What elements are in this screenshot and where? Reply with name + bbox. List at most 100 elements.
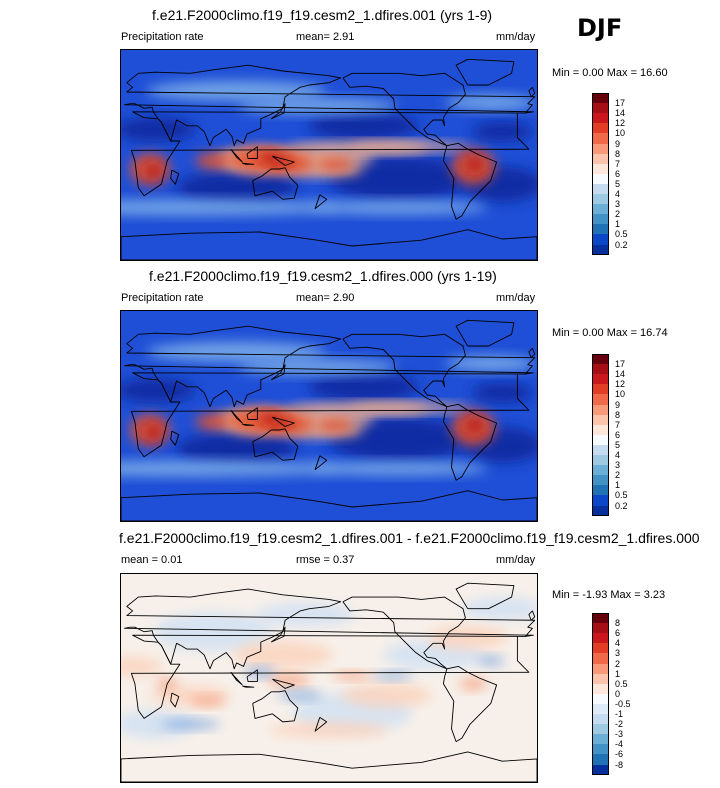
panel-1-center-label: mean= 2.91 — [296, 31, 355, 43]
colorbar-swatch — [592, 714, 609, 725]
colorbar-swatch — [592, 224, 609, 235]
colorbar-swatch — [592, 663, 609, 675]
colorbar-tick-label: 6 — [615, 168, 621, 179]
panel-1-map — [120, 49, 538, 261]
colorbar-tick-label: 9 — [615, 138, 621, 149]
colorbar-swatch — [592, 434, 609, 446]
colorbar-tick-label: 6 — [615, 628, 621, 639]
colorbar-swatch — [592, 404, 609, 416]
colorbar-tick-label: 12 — [615, 118, 626, 129]
colorbar-tick-label: 8 — [615, 618, 621, 629]
colorbar-tick-label: 12 — [615, 379, 626, 390]
panel-1-left-label: Precipitation rate — [121, 31, 204, 43]
colorbar-frame — [592, 93, 609, 255]
colorbar-swatch — [592, 394, 609, 406]
colorbar-swatch — [592, 113, 609, 124]
colorbar-tick-label: 0.2 — [615, 239, 628, 250]
map-plot — [121, 574, 537, 782]
colorbar-swatch — [592, 734, 609, 745]
colorbar-frame — [592, 354, 609, 516]
colorbar-tick-label: 4 — [615, 189, 621, 199]
colorbar-tick-label: -6 — [615, 749, 624, 760]
colorbar-swatch — [592, 414, 609, 426]
colorbar-swatch — [592, 693, 609, 705]
colorbar-swatch — [592, 173, 609, 185]
colorbar-swatch — [592, 133, 609, 145]
colorbar-tick-label: 0 — [615, 688, 621, 699]
map-plot — [121, 311, 537, 521]
colorbar-swatch — [592, 183, 609, 195]
coastlines — [121, 319, 537, 521]
panel-2-left-label: Precipitation rate — [121, 292, 204, 304]
panel-1-title: f.e21.F2000climo.f19_f19.cesm2_1.dfires.… — [152, 7, 493, 23]
colorbar-tick-label: -4 — [615, 739, 624, 750]
panel-3-units: mm/day — [496, 554, 536, 566]
colorbar-tick-label: 0.5 — [615, 678, 628, 689]
colorbar-swatch — [592, 123, 609, 134]
colorbar-swatch — [592, 643, 609, 654]
colorbar-swatch — [592, 653, 609, 665]
colorbar-swatch — [592, 143, 609, 155]
colorbar-swatch — [592, 103, 609, 114]
colorbar-swatch — [592, 204, 609, 215]
colorbar-swatch — [592, 754, 609, 766]
colorbar-tick-label: 2 — [615, 209, 621, 220]
colorbar-tick-label: 6 — [615, 429, 621, 440]
colorbar-tick-label: 0.5 — [615, 490, 628, 501]
colorbar-tick-label: -3 — [615, 729, 624, 740]
colorbar-swatch — [592, 744, 609, 755]
colorbar-swatch — [592, 153, 609, 165]
colorbar-tick-label: 17 — [615, 98, 626, 109]
colorbar-tick-label: 2 — [615, 658, 621, 669]
colorbar-swatch — [592, 374, 609, 385]
colorbar-tick-label: 0.5 — [615, 229, 628, 240]
colorbar-tick-label: 10 — [615, 128, 626, 139]
colorbar-swatch — [592, 465, 609, 476]
colorbar-swatch — [592, 354, 609, 365]
colorbar-swatch — [592, 424, 609, 436]
colorbar-swatch — [592, 683, 609, 695]
colorbar-swatch — [592, 633, 609, 644]
colorbar-swatch — [592, 163, 609, 175]
colorbar-tick-label: 10 — [615, 389, 626, 400]
colorbar-swatch — [592, 613, 609, 624]
colorbar-tick-label: 5 — [615, 178, 621, 189]
colorbar-tick-label: 4 — [615, 450, 621, 460]
panel-3-center-label: rmse = 0.37 — [296, 554, 355, 566]
colorbar-swatch — [592, 495, 609, 507]
colorbar-tick-label: 2 — [615, 470, 621, 481]
colorbar-swatch — [592, 703, 609, 715]
colorbar-swatch — [592, 673, 609, 685]
colorbar-swatch — [592, 475, 609, 486]
colorbar-tick-label: 7 — [615, 419, 621, 430]
panel-2-units: mm/day — [496, 292, 536, 304]
panel-2-title: f.e21.F2000climo.f19_f19.cesm2_1.dfires.… — [149, 268, 497, 284]
colorbar-swatch — [592, 623, 609, 634]
colorbar-swatch — [592, 364, 609, 375]
colorbar-tick-label: 17 — [615, 359, 626, 370]
colorbar-swatch — [592, 214, 609, 225]
coastlines — [121, 582, 537, 782]
colorbar-swatch — [592, 505, 609, 517]
colorbar-tick-label: -0.5 — [615, 698, 631, 709]
colorbar-tick-label: 1 — [615, 668, 621, 679]
colorbar-swatch — [592, 724, 609, 735]
colorbar-tick-label: 8 — [615, 409, 621, 420]
colorbar-tick-label: 7 — [615, 158, 621, 169]
panel-2-map — [120, 310, 538, 522]
colorbar-tick-label: 1 — [615, 219, 621, 230]
colorbar-swatch — [592, 455, 609, 466]
panel-3-title: f.e21.F2000climo.f19_f19.cesm2_1.dfires.… — [119, 530, 700, 546]
colorbar-tick-label: 8 — [615, 148, 621, 159]
map-plot — [121, 50, 537, 260]
colorbar-swatch — [592, 764, 609, 776]
colorbar-tick-label: 3 — [615, 648, 621, 659]
colorbar-swatch — [592, 244, 609, 256]
panel-3-map — [120, 573, 538, 783]
panel-2-center-label: mean= 2.90 — [296, 292, 355, 304]
colorbar-swatch — [592, 384, 609, 395]
colorbar-swatch — [592, 485, 609, 496]
colorbar-tick-label: 4 — [615, 638, 621, 649]
colorbar-tick-label: -8 — [615, 759, 624, 770]
panel-2-minmax: Min = 0.00 Max = 16.74 — [552, 327, 668, 339]
